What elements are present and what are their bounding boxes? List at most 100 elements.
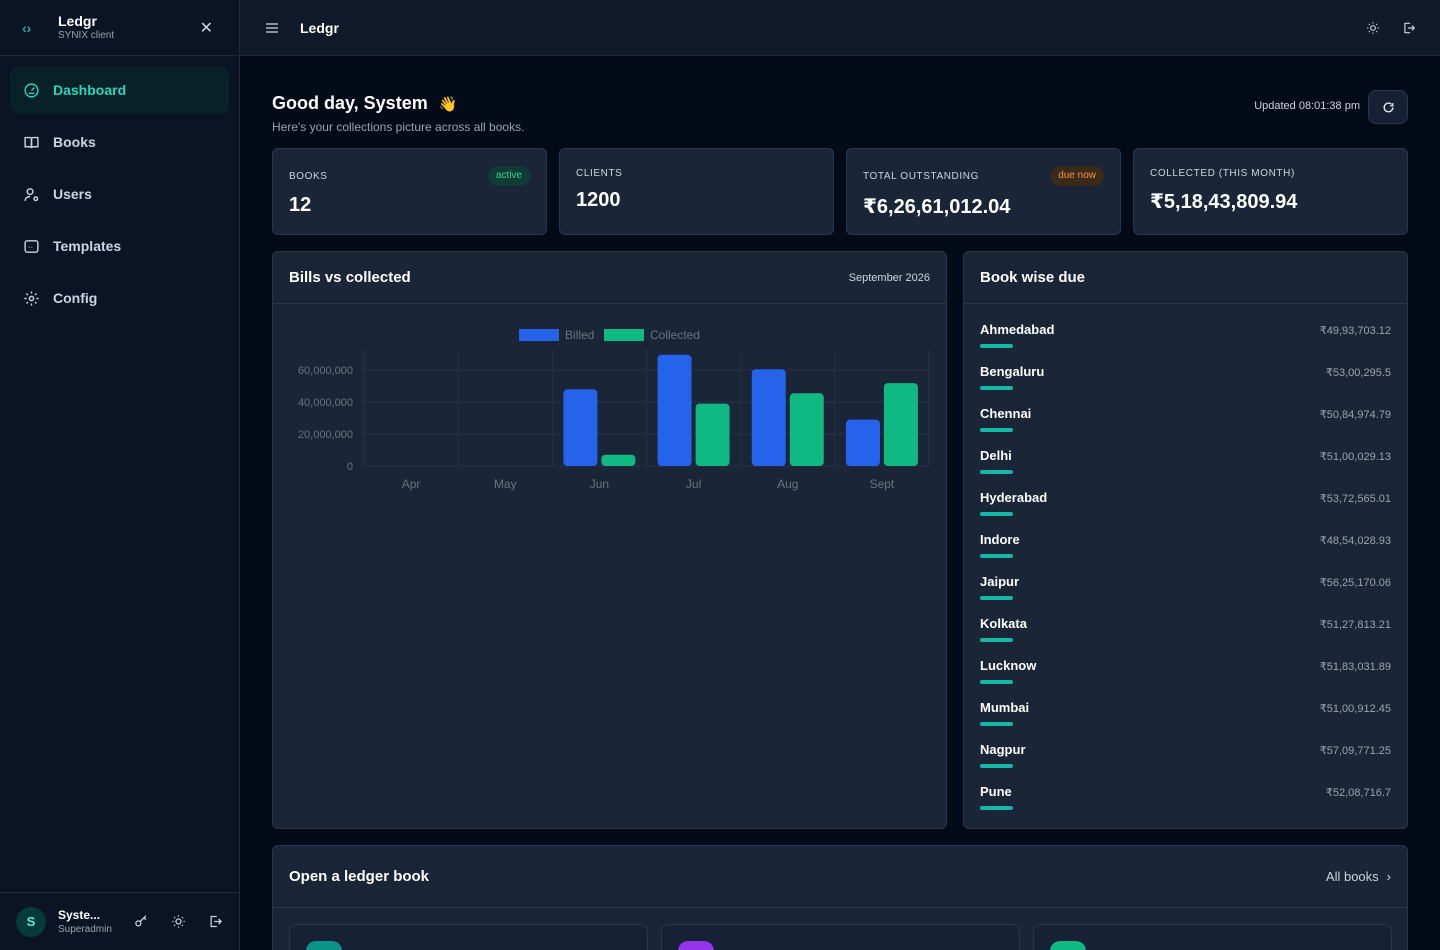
user-bar: S Syste... Superadmin [0,892,239,950]
page-title: Good day, System 👋 [272,92,524,116]
book-name: Kolkata [980,616,1027,631]
bar-billed [751,369,786,466]
chart-period: September 2026 [848,271,930,284]
ledger-book-card[interactable] [289,924,648,950]
book-progress-bar [980,344,1013,348]
sidebar-nav: Dashboard Books Users Templates Config [0,56,239,336]
book-icon [24,136,39,148]
ledger-book-card[interactable] [661,924,1020,950]
book-row[interactable]: Chennai ₹50,84,974.79 [980,406,1391,448]
book-progress-bar [980,428,1013,432]
book-name: Pune [980,784,1012,799]
book-amount: ₹51,00,029.13 [1319,451,1391,463]
refresh-button[interactable] [1368,90,1408,124]
book-row[interactable]: Jaipur ₹56,25,170.06 [980,574,1391,616]
panel-title: Open a ledger book [289,868,430,885]
status-badge: due now [1050,166,1104,186]
sidebar-item-label: Users [53,186,92,202]
book-name: Chennai [980,406,1032,421]
logout-icon[interactable] [208,914,223,929]
chevron-right-icon: › [1386,869,1391,884]
book-avatar-icon [678,941,714,950]
stat-label: CLIENTS [576,168,623,179]
book-row[interactable]: Lucknow ₹51,83,031.89 [980,658,1391,700]
book-progress-bar [980,596,1013,600]
book-list: Ahmedabad ₹49,93,703.12 Bengaluru ₹53,00,29… [964,304,1407,826]
stat-value: ₹5,18,43,809.94 [1150,191,1298,213]
brand-name: Ledgr [58,12,97,29]
logout-icon[interactable] [1402,21,1416,35]
wave-emoji-icon: 👋 [438,96,458,113]
stat-card-outstanding: TOTAL OUTSTANDING ₹6,26,61,012.04 due no… [846,148,1121,235]
book-name: Hyderabad [980,490,1048,505]
y-tick-label: 0 [347,461,353,473]
book-row[interactable]: Hyderabad ₹53,72,565.01 [980,490,1391,532]
panel-title: Bills vs collected [289,269,411,286]
book-amount: ₹51,27,813.21 [1319,619,1391,631]
hamburger-menu-icon[interactable] [264,20,280,36]
book-name: Delhi [980,448,1012,463]
book-row[interactable]: Pune ₹52,08,716.7 [980,784,1391,826]
stat-card-clients: CLIENTS 1200 [559,148,834,235]
bills-chart-panel: Bills vs collected September 2026 0 20,00… [272,251,947,829]
stat-card-books: BOOKS 12 active [272,148,547,235]
key-icon[interactable] [134,914,149,929]
greeting-subtitle: Here's your collections picture across a… [272,120,525,134]
book-name: Ahmedabad [980,322,1055,337]
bar-collected [883,383,918,466]
book-amount: ₹56,25,170.06 [1319,577,1391,589]
book-row[interactable]: Ahmedabad ₹49,93,703.12 [980,322,1391,364]
avatar[interactable]: S [16,906,46,937]
book-progress-bar [980,386,1013,390]
user-name: Syste... [58,907,101,922]
ledger-books-panel: Open a ledger book All books › [272,845,1408,950]
sidebar-item-users[interactable]: Users [10,170,229,218]
x-tick-label: Sept [870,477,895,491]
book-amount: ₹51,83,031.89 [1319,661,1391,673]
sidebar-item-templates[interactable]: Templates [10,222,229,270]
sidebar-item-config[interactable]: Config [10,274,229,322]
stat-value: 1200 [576,189,621,211]
sidebar: ‹› Ledgr SYNIX client ✕ Dashboard Books … [0,0,240,950]
close-sidebar-icon[interactable]: ✕ [199,20,213,37]
bar-chart: 0 20,000,000 40,000,000 60,000,000 Apr May Jun… [298,328,930,491]
book-progress-bar [980,554,1013,558]
sun-icon[interactable] [1366,21,1380,35]
refresh-icon [1383,101,1394,112]
book-name: Jaipur [980,574,1020,589]
x-tick-label: Jul [686,477,701,491]
all-books-link[interactable]: All books › [1326,869,1391,884]
book-name: Lucknow [980,658,1037,673]
book-avatar-icon [1050,941,1086,950]
legend-swatch [519,329,559,341]
book-due-panel: Book wise due Ahmedabad ₹49,93,703.12 Beng… [963,251,1408,829]
book-row[interactable]: Nagpur ₹57,09,771.25 [980,742,1391,784]
sidebar-item-dashboard[interactable]: Dashboard [10,66,229,114]
book-amount: ₹57,09,771.25 [1319,745,1391,757]
book-row[interactable]: Bengaluru ₹53,00,295.5 [980,364,1391,406]
book-amount: ₹48,54,028.93 [1319,535,1391,547]
book-row[interactable]: Indore ₹48,54,028.93 [980,532,1391,574]
book-progress-bar [980,806,1013,810]
bar-billed [845,419,880,466]
y-tick-label: 60,000,000 [298,365,353,377]
book-row[interactable]: Mumbai ₹51,00,912.45 [980,700,1391,742]
stat-value: ₹6,26,61,012.04 [863,196,1011,218]
book-amount: ₹49,93,703.12 [1319,325,1391,337]
book-amount: ₹50,84,974.79 [1319,409,1391,421]
y-tick-label: 20,000,000 [298,429,353,441]
topbar-title: Ledgr [300,19,339,36]
book-row[interactable]: Delhi ₹51,00,029.13 [980,448,1391,490]
legend-label: Billed [565,328,594,342]
sidebar-item-books[interactable]: Books [10,118,229,166]
topbar: Ledgr [240,0,1440,56]
updated-timestamp: Updated 08:01:38 pm [1254,100,1360,112]
sun-icon[interactable] [171,914,186,929]
stat-card-collected: COLLECTED (THIS MONTH) ₹5,18,43,809.94 [1133,148,1408,235]
ledger-book-card[interactable] [1033,924,1392,950]
book-row[interactable]: Kolkata ₹51,27,813.21 [980,616,1391,658]
gear-icon [24,290,39,306]
bar-collected [789,393,824,466]
y-tick-label: 40,000,000 [298,397,353,409]
book-amount: ₹51,00,912.45 [1319,703,1391,715]
